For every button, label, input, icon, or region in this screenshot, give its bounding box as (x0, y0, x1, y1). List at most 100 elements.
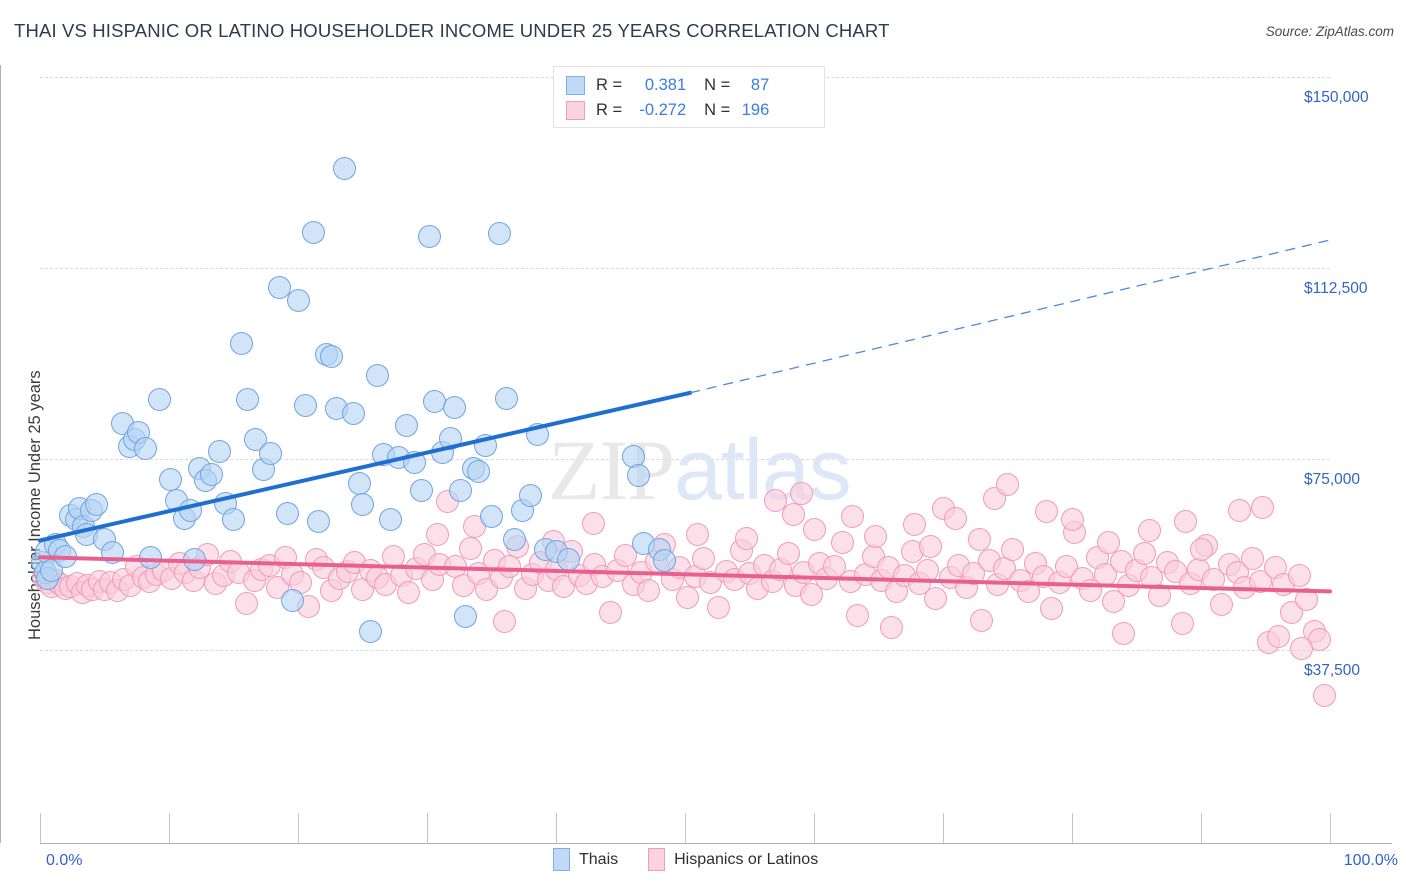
scatter-point (1132, 542, 1156, 566)
scatter-point (222, 508, 245, 532)
scatter-point (418, 224, 442, 248)
scatter-point (307, 510, 331, 534)
scatter-point (1137, 519, 1161, 543)
scatter-plot-area (31, 65, 1337, 843)
scatter-point (351, 492, 374, 516)
scatter-point (100, 540, 124, 564)
x-axis-tick (943, 813, 944, 843)
thai-n-value: 87 (750, 76, 770, 94)
series-swatch-hispanics[interactable] (648, 848, 666, 871)
scatter-point (454, 604, 478, 628)
scatter-point (487, 222, 511, 246)
scatter-point (1034, 500, 1058, 524)
x-axis-tick (685, 813, 686, 843)
x-axis-tick (1201, 813, 1202, 843)
scatter-point (394, 414, 418, 438)
legend-row-thai: R = 0.381 N = 87 (566, 73, 814, 98)
series-label-hispanics[interactable]: Hispanics or Latinos (674, 850, 819, 868)
scatter-point (366, 364, 390, 388)
scatter-point (320, 345, 344, 369)
scatter-point (1210, 593, 1234, 617)
scatter-point (1096, 531, 1120, 555)
scatter-point (1313, 684, 1337, 708)
scatter-point (637, 578, 661, 602)
scatter-point (598, 600, 622, 624)
scatter-point (229, 331, 253, 355)
scatter-point (1039, 597, 1063, 621)
page-title: THAI VS HISPANIC OR LATINO HOUSEHOLDER I… (14, 20, 890, 41)
x-axis-label-max: 100.0% (1343, 852, 1398, 869)
scatter-point (735, 526, 759, 550)
scatter-point (294, 394, 318, 418)
scatter-point (1171, 612, 1195, 635)
legend-row-hispanic: R = -0.272 N = 196 (566, 98, 814, 123)
scatter-point (492, 609, 516, 633)
scatter-point (207, 440, 231, 464)
scatter-point (967, 528, 991, 552)
scatter-point (1174, 510, 1198, 534)
scatter-point (438, 426, 462, 450)
scatter-point (686, 523, 710, 547)
scatter-point (846, 603, 870, 627)
series-legend: Thais Hispanics or Latinos (553, 848, 818, 871)
scatter-point (781, 503, 805, 527)
scatter-point (467, 459, 491, 483)
x-axis-tick (169, 813, 170, 843)
scatter-point (923, 587, 947, 611)
scatter-point (802, 517, 826, 541)
scatter-point (652, 548, 676, 572)
scatter-point (776, 541, 800, 565)
scatter-point (1148, 584, 1172, 607)
scatter-point (276, 501, 300, 525)
x-axis-tick (298, 813, 299, 843)
x-axis-tick (427, 813, 428, 843)
scatter-point (341, 402, 365, 426)
scatter-point (268, 276, 292, 300)
scatter-point (301, 221, 325, 245)
scatter-point (402, 451, 426, 475)
scatter-point (425, 522, 449, 546)
x-axis-tick (1072, 813, 1073, 843)
scatter-point (358, 619, 382, 643)
scatter-point (259, 441, 283, 465)
scatter-point (864, 525, 888, 549)
scatter-point (410, 479, 434, 503)
thai-r-label: R = (596, 76, 623, 94)
scatter-point (1241, 546, 1265, 570)
scatter-point (1251, 496, 1275, 520)
scatter-point (1290, 636, 1314, 660)
y-axis-tick-label: $75,000 (1304, 471, 1361, 488)
scatter-point (158, 467, 182, 491)
x-axis-line (40, 843, 1392, 844)
series-label-thais[interactable]: Thais (579, 850, 619, 868)
scatter-point (234, 591, 258, 615)
scatter-point (179, 499, 203, 523)
gridline (40, 650, 1330, 651)
scatter-point (916, 558, 940, 582)
gridline (40, 268, 1330, 269)
y-axis-tick-label: $150,000 (1304, 89, 1369, 106)
scatter-point (480, 505, 503, 529)
y-axis-line (0, 65, 1, 843)
scatter-point (281, 588, 305, 612)
scatter-point (1295, 588, 1319, 612)
x-axis-label-min: 0.0% (46, 852, 83, 869)
scatter-point (134, 436, 158, 460)
scatter-point (944, 506, 968, 530)
scatter-point (581, 511, 605, 535)
scatter-point (348, 471, 372, 495)
scatter-point (286, 289, 310, 313)
scatter-point (789, 481, 813, 505)
series-swatch-thais[interactable] (553, 848, 570, 871)
scatter-point (473, 433, 497, 457)
scatter-point (1189, 537, 1213, 561)
hispanic-n-label: N = (704, 101, 731, 119)
scatter-point (707, 595, 731, 619)
scatter-point (879, 616, 903, 640)
scatter-point (459, 537, 483, 561)
scatter-point (200, 463, 224, 487)
x-axis-tick (814, 813, 815, 843)
scatter-point (498, 554, 522, 578)
scatter-point (676, 586, 700, 610)
legend-swatch-hispanic (566, 101, 585, 120)
